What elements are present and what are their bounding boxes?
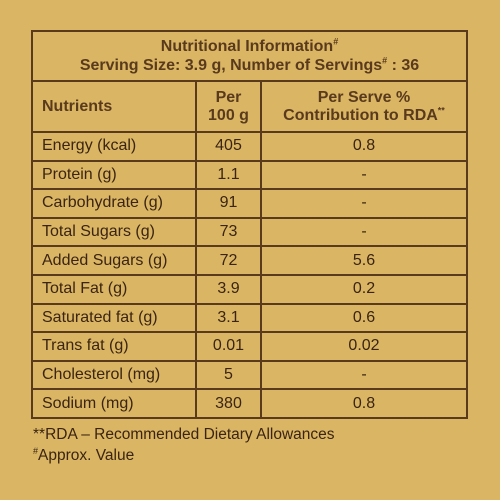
nutrient-name: Protein (g): [33, 160, 197, 191]
table-row: Carbohydrate (g) 91 -: [33, 189, 466, 219]
rda-value: -: [261, 189, 466, 219]
nutrient-name: Saturated fat (g): [33, 303, 197, 334]
rda-value: 0.2: [261, 274, 466, 305]
table-row: Cholesterol (mg) 5 -: [33, 360, 466, 391]
serving-prefix: Serving Size: 3.9 g, Number of Servings: [79, 57, 383, 74]
nutrient-name: Trans fat (g): [33, 332, 197, 362]
nutrient-name: Total Fat (g): [33, 274, 197, 305]
per100-value: 405: [196, 132, 262, 162]
table-header: Nutritional Information# Serving Size: 3…: [33, 32, 466, 82]
rda-value: 0.8: [261, 132, 466, 162]
per100-value: 91: [196, 189, 262, 219]
table-row: Added Sugars (g) 72 5.6: [33, 246, 466, 276]
table-row: Trans fat (g) 0.01 0.02: [33, 332, 466, 362]
table-row: Energy (kcal) 405 0.8: [33, 132, 466, 162]
table-row: Protein (g) 1.1 -: [33, 160, 466, 191]
nutrient-name: Energy (kcal): [33, 132, 197, 162]
rda-value: -: [261, 360, 466, 391]
nutrition-table: Nutrients Per 100 g Per Serve % Contributi…: [33, 82, 466, 418]
column-header-row: Nutrients Per 100 g Per Serve % Contributi…: [33, 82, 466, 133]
nutrition-panel: Nutritional Information# Serving Size: 3…: [31, 30, 468, 419]
per100-value: 380: [196, 389, 262, 418]
serving-mark: #: [382, 55, 388, 66]
per100-value: 5: [196, 360, 262, 391]
rda-value: 0.02: [261, 332, 466, 362]
rda-value: 0.6: [261, 303, 466, 334]
per100-value: 3.1: [196, 303, 262, 334]
table-row: Saturated fat (g) 3.1 0.6: [33, 303, 466, 334]
col-header-nutrients: Nutrients: [33, 82, 197, 133]
per100-line1: Per: [215, 88, 242, 106]
table-row: Total Fat (g) 3.9 0.2: [33, 274, 466, 305]
rda-footnote: **RDA – Recommended Dietary Allowances: [33, 426, 335, 443]
serving-info: Serving Size: 3.9 g, Number of Servings#…: [33, 56, 466, 75]
rda-value: -: [261, 160, 466, 191]
title-mark: #: [333, 36, 339, 47]
serving-suffix: : 36: [387, 57, 420, 74]
title-text: Nutritional Information: [160, 38, 334, 55]
rda-value: 5.6: [261, 246, 466, 276]
table-row: Sodium (mg) 380 0.8: [33, 389, 466, 418]
perserve-line2: Contribution to RDA: [283, 106, 438, 124]
per100-line2: 100 g: [208, 106, 249, 124]
per100-value: 72: [196, 246, 262, 276]
nutrient-name: Total Sugars (g): [33, 217, 197, 248]
nutrient-name: Added Sugars (g): [33, 246, 197, 276]
per100-value: 0.01: [196, 332, 262, 362]
nutrient-name: Sodium (mg): [33, 389, 197, 418]
approx-note-text: Approx. Value: [38, 447, 135, 464]
rda-value: -: [261, 217, 466, 248]
per100-value: 73: [196, 217, 262, 248]
perserve-mark: **: [437, 105, 445, 116]
nutrient-name: Carbohydrate (g): [33, 189, 197, 219]
approx-footnote: #Approx. Value: [33, 445, 335, 466]
col-header-per100: Per 100 g: [196, 82, 262, 133]
footnotes: **RDA – Recommended Dietary Allowances #…: [33, 424, 335, 466]
col-header-perserve: Per Serve % Contribution to RDA**: [261, 82, 466, 133]
per100-value: 1.1: [196, 160, 262, 191]
perserve-line1: Per Serve %: [317, 88, 411, 106]
nutrient-name: Cholesterol (mg): [33, 360, 197, 391]
col-header-nutrients-label: Nutrients: [42, 97, 113, 115]
approx-mark: #: [33, 445, 39, 456]
per100-value: 3.9: [196, 274, 262, 305]
table-row: Total Sugars (g) 73 -: [33, 217, 466, 248]
rda-value: 0.8: [352, 395, 376, 413]
nutrition-title: Nutritional Information#: [33, 37, 466, 56]
